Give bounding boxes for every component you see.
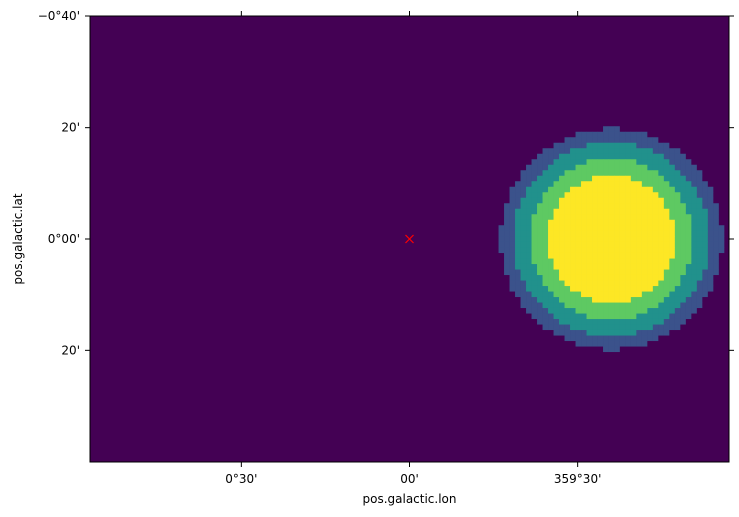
- x-tick-label-1: 00': [400, 472, 419, 486]
- x-tick-label-2: 359°30': [554, 472, 601, 486]
- x-tick-label-0: 0°30': [225, 472, 257, 486]
- y-tick-label-2: 0°00': [48, 232, 80, 246]
- center-marker: [405, 234, 414, 244]
- y-axis-label: pos.galactic.lat: [11, 193, 25, 284]
- ticks: 0°30' 00' 359°30' −0°40' 20' 0°00' 20': [38, 9, 734, 486]
- marker-stroke: [405, 234, 414, 244]
- y-tick-label-3: 20': [61, 343, 80, 357]
- heatmap-source: [498, 126, 725, 353]
- x-axis-label: pos.galactic.lon: [362, 492, 456, 506]
- source-level-3: [548, 175, 675, 303]
- y-tick-label-1: 20': [61, 121, 80, 135]
- y-tick-label-0: −0°40': [38, 9, 80, 23]
